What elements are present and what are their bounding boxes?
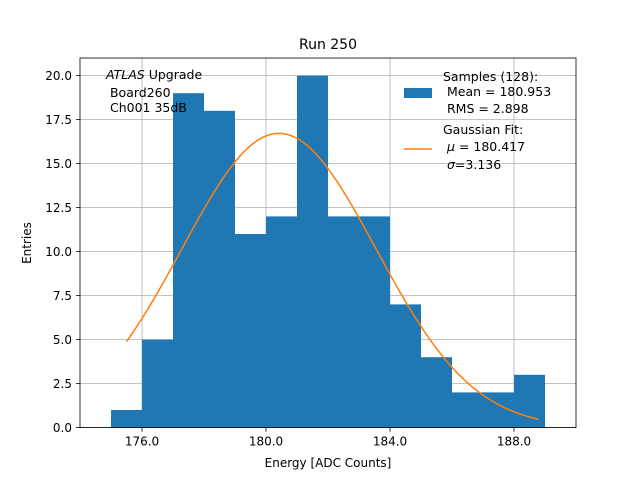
legend-fit-title: Gaussian Fit: [443,122,523,137]
legend-samples-mean: Mean = 180.953 [443,84,551,99]
x-tick-label-180: 180.0 [249,435,283,449]
x-axis-label: Energy [ADC Counts] [265,456,392,470]
y-axis-label: Entries [20,222,34,264]
atlas-annotation: ATLAS Upgrade Board260 Ch001 35dB [105,67,202,115]
histogram-bar-186 [452,392,483,428]
y-tick-label-2.5: 2.5 [53,377,72,391]
y-tick-label-20: 20.0 [45,69,72,83]
x-axis-ticks: 176.0 180.0 184.0 188.0 [125,427,531,449]
annotation-line-1: ATLAS Upgrade [105,67,202,82]
histogram-bar-176 [142,339,173,428]
histogram-bars [111,75,545,428]
y-tick-label-5: 5.0 [53,333,72,347]
histogram-bar-185 [421,357,452,428]
y-tick-label-10: 10.0 [45,245,72,259]
histogram-bar-178 [204,110,235,428]
histogram-bar-188 [514,374,545,428]
legend-samples-rms: RMS = 2.898 [443,101,529,116]
y-tick-label-12.5: 12.5 [45,201,72,215]
histogram-bar-179 [235,234,266,428]
y-tick-label-15: 15.0 [45,157,72,171]
histogram-bar-180 [266,216,297,428]
legend-mu-symbol: μ [446,139,455,154]
x-tick-label-184: 184.0 [373,435,407,449]
y-tick-label-7.5: 7.5 [53,289,72,303]
y-axis-ticks: 0.0 2.5 5.0 7.5 10.0 12.5 15.0 17.5 20.0 [45,69,80,435]
annotation-upgrade: Upgrade [145,67,203,82]
histogram-bar-177 [173,93,204,428]
x-tick-label-176: 176.0 [125,435,159,449]
histogram-bar-181 [297,75,328,428]
y-tick-label-0: 0.0 [53,421,72,435]
chart-title: Run 250 [299,37,357,53]
annotation-board: Board260 [106,85,171,100]
annotation-channel: Ch001 35dB [106,100,187,115]
gaussian-fit-curve [125,132,539,421]
legend-fit-mu: μ = 180.417 [446,139,525,154]
histogram-bar-184 [390,304,421,428]
legend-mu-value: = 180.417 [455,139,525,154]
legend-samples-title: Samples (128): [443,69,538,84]
legend-fit-sigma: σ=3.136 [447,157,501,172]
y-tick-label-17.5: 17.5 [45,113,72,127]
histogram-bar-182 [328,216,359,428]
annotation-atlas: ATLAS [105,67,145,82]
legend-samples-patch [404,88,432,98]
legend-sigma-symbol: σ [447,157,456,172]
x-tick-label-188: 188.0 [497,435,531,449]
histogram-bar-183 [359,216,390,428]
legend-sigma-value: =3.136 [455,157,501,172]
histogram-bar-175 [111,410,142,428]
plot-frame [79,57,577,429]
legend: Samples (128): Mean = 180.953 RMS = 2.89… [404,69,551,172]
